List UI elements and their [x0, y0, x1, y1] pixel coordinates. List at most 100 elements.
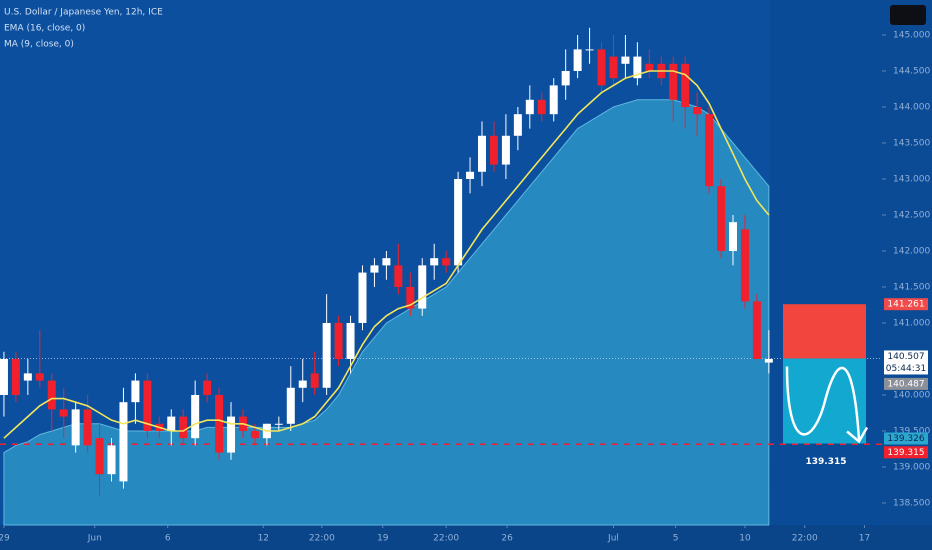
candle-body: [23, 373, 32, 381]
candle-body: [705, 114, 714, 187]
price-label: 139.315: [887, 448, 924, 458]
candle-body: [537, 99, 546, 115]
x-axis-strip: [0, 525, 932, 550]
candle-body: [179, 416, 188, 439]
candle-body: [274, 423, 283, 425]
y-tick-label: 143.000: [893, 174, 930, 184]
price-label-bg: [884, 377, 928, 390]
x-tick-label: 22:00: [433, 534, 459, 544]
price-label: 140.507: [887, 352, 924, 362]
candle-body: [107, 445, 116, 475]
candle-body: [71, 409, 80, 446]
legend-entry: EMA (16, close, 0): [4, 24, 85, 34]
candle-body: [143, 380, 152, 431]
candle-body: [764, 358, 773, 363]
candle-body: [47, 380, 56, 410]
candle-body: [0, 358, 8, 395]
candle-body: [203, 380, 212, 395]
price-label-bg: [884, 298, 928, 311]
candle-body: [501, 135, 510, 165]
y-tick-label: 142.000: [893, 246, 930, 256]
x-tick-label: Jun: [87, 534, 102, 544]
price-label: 141.261: [887, 300, 924, 310]
candle-body: [430, 258, 439, 266]
y-tick-label: 140.000: [893, 390, 930, 400]
y-tick-label: 139.000: [893, 462, 930, 472]
candle-body: [119, 402, 128, 482]
x-tick-label: 6: [165, 534, 171, 544]
candle-body: [549, 85, 558, 115]
y-tick-label: 144.000: [893, 102, 930, 112]
candle-body: [645, 63, 654, 71]
candle-body: [11, 358, 20, 395]
candle-body: [573, 49, 582, 71]
candle-body: [740, 229, 749, 302]
ema-line: [3, 70, 770, 439]
candle-body: [322, 322, 331, 388]
candle-body: [681, 63, 690, 107]
candle-body: [370, 265, 379, 273]
candle-body: [442, 258, 451, 266]
x-tick-label: Jul: [607, 534, 619, 544]
target-text: 139.315: [806, 457, 847, 467]
price-label: 139.326: [887, 434, 924, 444]
candle-body: [621, 56, 630, 64]
candle-body: [466, 171, 475, 179]
candle-body: [561, 70, 570, 86]
candle-body: [418, 265, 427, 309]
x-tick-label: 17: [859, 534, 870, 544]
candle-body: [633, 56, 642, 79]
chart-title: U.S. Dollar / Japanese Yen, 12h, ICE: [4, 8, 163, 18]
candle-body: [382, 258, 391, 266]
candle-body: [167, 416, 176, 431]
candle-body: [693, 106, 702, 115]
x-tick-label: 12: [258, 534, 269, 544]
candle-body: [585, 49, 594, 51]
legend-entry: MA (9, close, 0): [4, 40, 74, 50]
candle-body: [752, 301, 761, 359]
x-tick-label: 5: [673, 534, 679, 544]
y-tick-label: 142.500: [893, 210, 930, 220]
stop-box: [783, 304, 866, 359]
candle-body: [489, 135, 498, 165]
y-tick-label: 141.500: [893, 282, 930, 292]
y-tick-label: 139.500: [893, 426, 930, 436]
candle-body: [406, 286, 415, 309]
candle-body: [191, 394, 200, 439]
price-label: 140.487: [887, 379, 924, 389]
price-label-bg: [884, 446, 928, 459]
candle-body: [35, 373, 44, 381]
candle-body: [227, 416, 236, 453]
candle-body: [286, 387, 295, 424]
x-tick-label: 22:00: [309, 534, 335, 544]
candle-body: [250, 430, 259, 439]
candle-body: [83, 409, 92, 446]
candle-body: [59, 409, 68, 417]
candle-body: [131, 380, 140, 403]
candle-body: [609, 56, 618, 79]
candle-body: [310, 373, 319, 388]
toolbar-button[interactable]: [890, 5, 926, 25]
candle-body: [454, 178, 463, 266]
candle-body: [513, 114, 522, 136]
price-label-bg: [884, 350, 928, 363]
candle-body: [346, 322, 355, 359]
candle-body: [298, 380, 307, 388]
candle-body: [478, 135, 487, 172]
countdown-bg: [884, 362, 928, 375]
x-tick-label: 26: [501, 534, 513, 544]
ma-area: [3, 99, 770, 526]
candle-body: [394, 265, 403, 287]
candle-body: [334, 322, 343, 359]
price-axis: [882, 0, 932, 525]
y-tick-label: 144.500: [893, 66, 930, 76]
x-tick-label: 10: [739, 534, 751, 544]
y-tick-label: 141.000: [893, 318, 930, 328]
candle-body: [95, 438, 104, 475]
candle-body: [669, 63, 678, 100]
future-area: [770, 0, 882, 525]
forecast-curve: [785, 366, 861, 440]
x-tick-label: 22:00: [792, 534, 818, 544]
plot: [0, 27, 882, 526]
